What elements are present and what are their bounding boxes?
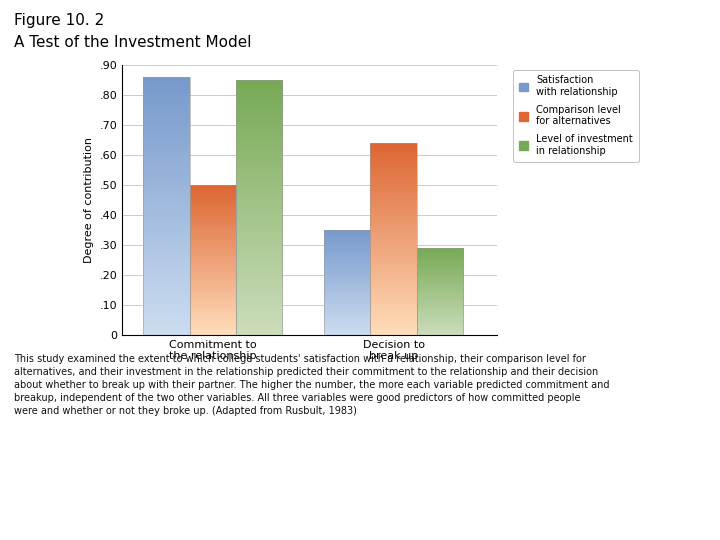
Text: Figure 10. 2: Figure 10. 2 xyxy=(14,14,104,29)
Text: Copyright © 2016, 2013, 2010 Pearson Education, Inc. All Rights Reserved: Copyright © 2016, 2013, 2010 Pearson Edu… xyxy=(11,515,400,525)
Bar xyxy=(236,80,282,335)
Y-axis label: Degree of contribution: Degree of contribution xyxy=(84,137,94,263)
Bar xyxy=(143,77,189,335)
Text: A Test of the Investment Model: A Test of the Investment Model xyxy=(14,35,252,50)
Bar xyxy=(324,230,370,335)
Legend: Satisfaction
with relationship, Comparison level
for alternatives, Level of inve: Satisfaction with relationship, Comparis… xyxy=(513,70,639,161)
Text: PEARSON: PEARSON xyxy=(608,511,709,529)
Text: This study examined the extent to which college students' satisfaction with a re: This study examined the extent to which … xyxy=(14,354,610,416)
Bar xyxy=(189,185,236,335)
Bar xyxy=(417,248,463,335)
Bar xyxy=(370,143,417,335)
